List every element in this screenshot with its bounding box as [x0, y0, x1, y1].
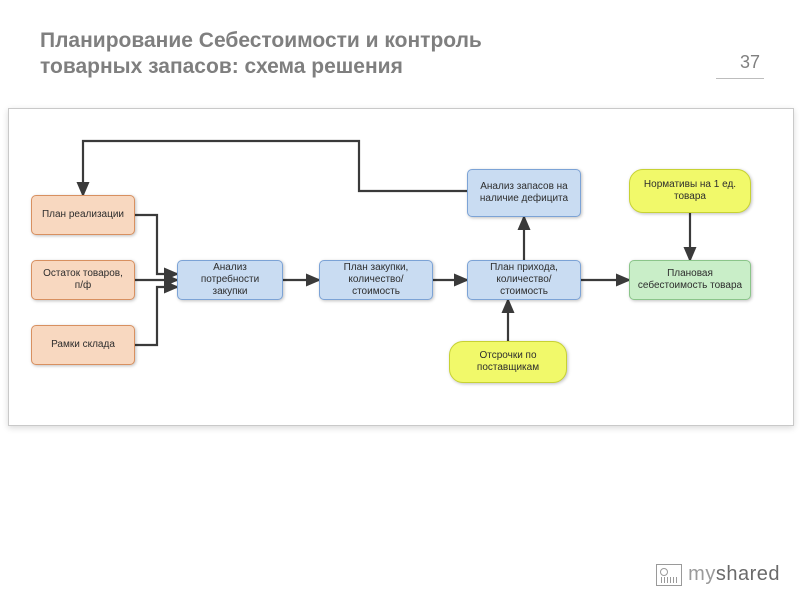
node-plan_real: План реализации — [31, 195, 135, 235]
myshared-logo: myshared — [656, 563, 780, 586]
node-analiz_zapasov: Анализ запасов на наличие дефицита — [467, 169, 581, 217]
node-ostatok: Остаток товаров, п/ф — [31, 260, 135, 300]
node-plan_sebe: Плановая себестоимость товара — [629, 260, 751, 300]
slide-title: Планирование Себестоимости и контроль то… — [40, 28, 560, 81]
slide: Планирование Себестоимости и контроль то… — [0, 0, 800, 600]
page-number-underline — [716, 78, 764, 79]
logo-text-shared: shared — [716, 563, 780, 585]
node-normativy: Нормативы на 1 ед. товара — [629, 169, 751, 213]
page-number: 37 — [740, 52, 760, 73]
flowchart-canvas: План реализации Остаток товаров, п/ф Рамки… — [8, 108, 794, 426]
node-analiz_potreb: Анализ потребности закупки — [177, 260, 283, 300]
node-plan_prihoda: План прихода, количество/стоимость — [467, 260, 581, 300]
node-otsrochki: Отсрочки по поставщикам — [449, 341, 567, 383]
node-ramki: Рамки склада — [31, 325, 135, 365]
logo-icon — [656, 564, 682, 586]
logo-text-my: my — [688, 563, 716, 585]
node-plan_zakupki: План закупки, количество/стоимость — [319, 260, 433, 300]
